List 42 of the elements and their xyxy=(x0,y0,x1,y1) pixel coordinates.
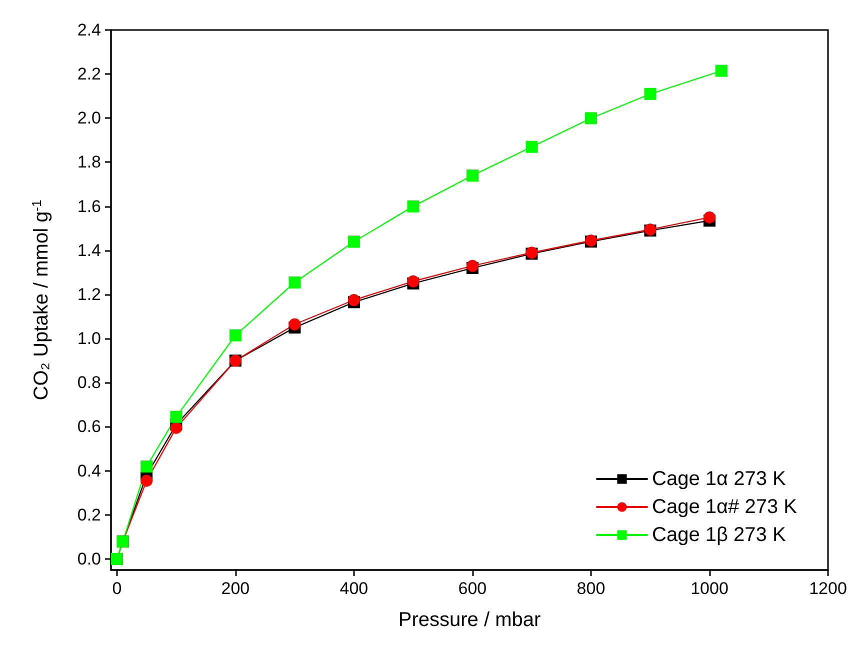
point xyxy=(644,88,656,100)
y-tick-label: 1.4 xyxy=(77,240,101,260)
legend-label: Cage 1β 273 K xyxy=(652,524,786,546)
point xyxy=(526,140,538,153)
x-tick-label: 1200 xyxy=(809,579,847,598)
x-tick-label: 200 xyxy=(221,579,250,598)
x-tick-label: 400 xyxy=(340,579,368,598)
x-tick-label: 800 xyxy=(576,579,606,598)
x-axis-title: Pressure / mbar xyxy=(398,609,541,631)
y-tick-label: 0.8 xyxy=(77,373,101,392)
y-axis-title: CO₂ Uptake / mmol g-1 xyxy=(29,200,52,400)
y-tick-label: 1.0 xyxy=(77,329,101,348)
x-tick-label: 600 xyxy=(458,579,487,598)
y-tick-label: 0.4 xyxy=(77,461,101,480)
legend-label: Cage 1α 273 K xyxy=(652,468,787,490)
point xyxy=(466,260,478,272)
point xyxy=(348,236,360,248)
y-tick-label: 0.0 xyxy=(77,549,101,568)
point xyxy=(288,276,301,288)
x-tick-label: 1000 xyxy=(690,579,728,598)
point xyxy=(584,112,597,124)
y-tick-label: 0.6 xyxy=(77,417,101,436)
y-tick-label: 1.2 xyxy=(77,284,101,304)
y-tick-label: 0.2 xyxy=(77,505,101,524)
point xyxy=(348,294,360,306)
point xyxy=(140,474,153,487)
y-tick-label: 2.2 xyxy=(77,64,101,84)
point xyxy=(704,211,716,224)
y-tick-label: 2.4 xyxy=(77,20,101,40)
y-tick-label: 1.8 xyxy=(77,152,101,172)
point xyxy=(715,64,728,77)
point xyxy=(170,410,182,423)
point xyxy=(466,169,478,182)
y-tick-label: 2.0 xyxy=(77,108,101,128)
legend-label: Cage 1α# 273 K xyxy=(652,496,798,518)
point xyxy=(229,329,242,342)
point xyxy=(288,318,301,330)
y-tick-label: 1.6 xyxy=(77,196,101,216)
point xyxy=(170,422,182,434)
x-tick-label: 0 xyxy=(112,579,122,598)
point xyxy=(140,460,153,472)
point xyxy=(407,200,420,212)
